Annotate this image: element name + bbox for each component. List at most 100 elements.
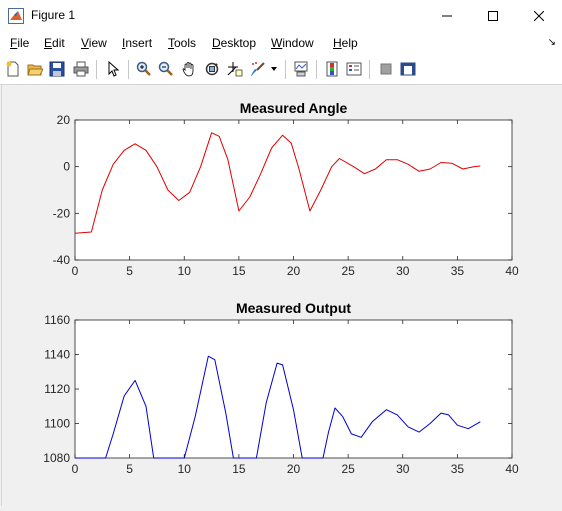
menu-tools[interactable]: Tools [168, 36, 196, 50]
x-tick-label: 10 [178, 264, 192, 278]
minimize-icon [442, 11, 452, 21]
data-cursor-icon [227, 61, 243, 77]
menu-desktop-mnemonic: D [212, 36, 221, 50]
zoom-in-button[interactable] [134, 59, 154, 79]
maximize-icon [488, 11, 498, 21]
save-button[interactable] [47, 59, 67, 79]
x-tick-label: 35 [451, 462, 465, 476]
rotate-3d-button[interactable] [202, 59, 222, 79]
menu-tools-rest: ools [174, 36, 196, 50]
y-tick-label: 1160 [44, 313, 70, 327]
toolbar-separator [285, 60, 286, 79]
insert-legend-icon [346, 61, 362, 77]
x-tick-label: 5 [126, 264, 133, 278]
save-icon [49, 61, 65, 77]
x-tick-label: 25 [341, 462, 355, 476]
maximize-button[interactable] [470, 0, 516, 32]
plot-area [75, 120, 512, 260]
show-plot-tools-icon [400, 61, 416, 77]
menu-edit-mnemonic: E [44, 36, 52, 50]
pan-hand-icon [181, 61, 197, 77]
axes-0: Measured Angle 0 5 10 15 20 25 30 35 40 -40 -20 0 20 [53, 100, 519, 278]
insert-legend-button[interactable] [344, 59, 364, 79]
toolbar-separator [128, 60, 129, 79]
figure-toolbar [0, 55, 562, 85]
print-button[interactable] [71, 59, 91, 79]
edit-plot-arrow-icon [105, 61, 121, 77]
menu-insert[interactable]: Insert [122, 36, 152, 50]
open-file-icon [27, 61, 43, 77]
x-tick-label: 5 [126, 462, 133, 476]
x-tick-label: 0 [72, 264, 79, 278]
menu-desktop[interactable]: Desktop [212, 36, 256, 50]
menu-insert-rest: nsert [125, 36, 152, 50]
menu-view-mnemonic: V [81, 36, 89, 50]
edit-plot-button[interactable] [103, 59, 123, 79]
x-tick-label: 15 [232, 462, 246, 476]
toolbar-separator [316, 60, 317, 79]
menu-file[interactable]: File [10, 36, 29, 50]
menu-desktop-rest: esktop [221, 36, 256, 50]
figure-canvas[interactable]: Measured Angle 0 5 10 15 20 25 30 35 40 -40 -20 0 20 M… [1, 85, 562, 506]
menu-window-mnemonic: W [271, 36, 282, 50]
new-figure-button[interactable] [3, 59, 23, 79]
new-figure-icon [5, 61, 21, 77]
plot-area [75, 320, 512, 458]
y-tick-label: 1100 [44, 417, 70, 431]
open-file-button[interactable] [25, 59, 45, 79]
link-plot-button[interactable] [291, 59, 311, 79]
chart-title: Measured Angle [240, 100, 348, 116]
brush-icon [250, 61, 266, 77]
menu-help[interactable]: Help [333, 36, 358, 50]
zoom-out-icon [158, 61, 174, 77]
pan-button[interactable] [179, 59, 199, 79]
axes-1: Measured Output 0 5 10 15 20 25 30 35 40 1080 1100 1… [43, 300, 519, 476]
print-icon [73, 61, 89, 77]
x-tick-label: 40 [505, 462, 519, 476]
minimize-button[interactable] [424, 0, 470, 32]
data-cursor-button[interactable] [225, 59, 245, 79]
rotate-3d-icon [204, 61, 220, 77]
brush-dropdown-icon [270, 65, 278, 73]
insert-colorbar-icon [324, 61, 340, 77]
y-tick-label: 0 [63, 160, 70, 174]
y-tick-label: 1120 [44, 382, 70, 396]
x-tick-label: 35 [451, 264, 465, 278]
toolbar-separator [96, 60, 97, 79]
y-tick-label: -20 [53, 206, 71, 220]
show-plot-tools-button[interactable] [398, 59, 418, 79]
hide-plot-tools-button[interactable] [376, 59, 396, 79]
brush-button[interactable] [248, 59, 268, 79]
zoom-out-button[interactable] [156, 59, 176, 79]
menu-dock-arrow-icon[interactable]: ↘ [548, 37, 556, 48]
menu-view-rest: iew [89, 36, 107, 50]
y-tick-label: -40 [53, 253, 71, 267]
x-tick-label: 40 [505, 264, 519, 278]
menu-bar: File Edit View Insert Tools Desktop Wind… [0, 32, 562, 55]
close-button[interactable] [516, 0, 562, 32]
x-tick-label: 15 [232, 264, 246, 278]
toolbar-separator [369, 60, 370, 79]
insert-colorbar-button[interactable] [322, 59, 342, 79]
x-tick-label: 25 [341, 264, 355, 278]
chart-title: Measured Output [236, 300, 351, 316]
y-tick-label: 1140 [44, 348, 70, 362]
title-bar: Figure 1 [0, 0, 562, 32]
menu-edit[interactable]: Edit [44, 36, 65, 50]
x-tick-label: 30 [396, 264, 410, 278]
x-tick-label: 10 [178, 462, 192, 476]
y-tick-label: 20 [57, 113, 71, 127]
menu-view[interactable]: View [81, 36, 107, 50]
x-tick-label: 30 [396, 462, 410, 476]
y-tick-label: 1080 [43, 451, 70, 465]
matlab-icon [8, 8, 24, 24]
hide-plot-tools-icon [378, 61, 394, 77]
brush-dropdown-button[interactable] [268, 59, 280, 79]
menu-window-rest: indow [282, 36, 313, 50]
close-icon [534, 11, 544, 21]
x-tick-label: 0 [72, 462, 79, 476]
window-title: Figure 1 [31, 8, 75, 22]
menu-window[interactable]: Window [271, 36, 314, 50]
x-tick-label: 20 [287, 462, 301, 476]
